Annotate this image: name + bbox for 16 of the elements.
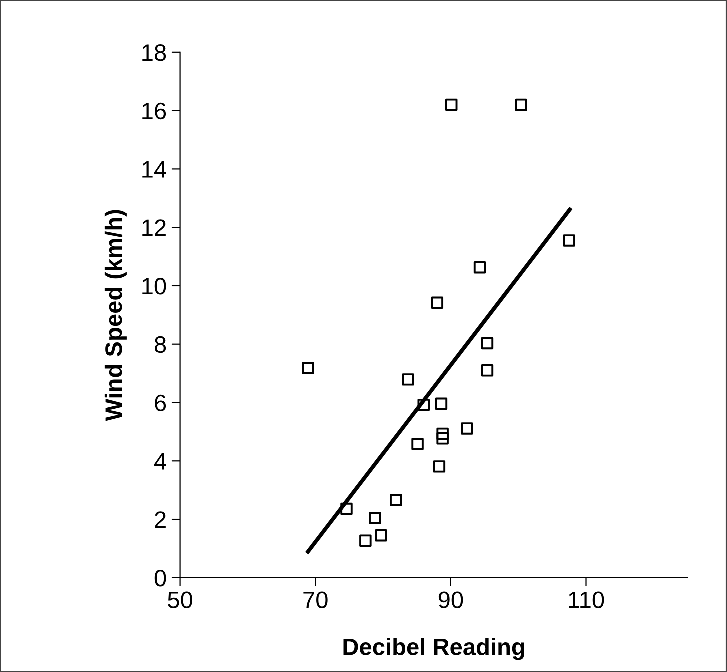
- x-tick-label: 110: [569, 592, 604, 608]
- y-axis-title: Wind Speed (km/h): [104, 210, 127, 422]
- x-tick-label: 50: [168, 592, 193, 608]
- y-tick-label: 18: [142, 44, 166, 62]
- y-tick-label: 16: [142, 102, 166, 120]
- y-tick-label: 2: [155, 512, 166, 528]
- y-tick-label: 12: [142, 220, 166, 236]
- y-tick-label: 0: [154, 570, 166, 587]
- y-tick-label: 14: [142, 162, 166, 178]
- y-tick-label: 10: [142, 278, 166, 295]
- x-tick-label: 70: [304, 592, 328, 608]
- y-tick-label: 8: [154, 336, 166, 354]
- y-tick-label: 6: [155, 394, 166, 412]
- x-axis-title: Decibel Reading: [344, 638, 524, 660]
- x-tick-label: 90: [438, 592, 464, 608]
- y-tick-label: 4: [154, 453, 166, 470]
